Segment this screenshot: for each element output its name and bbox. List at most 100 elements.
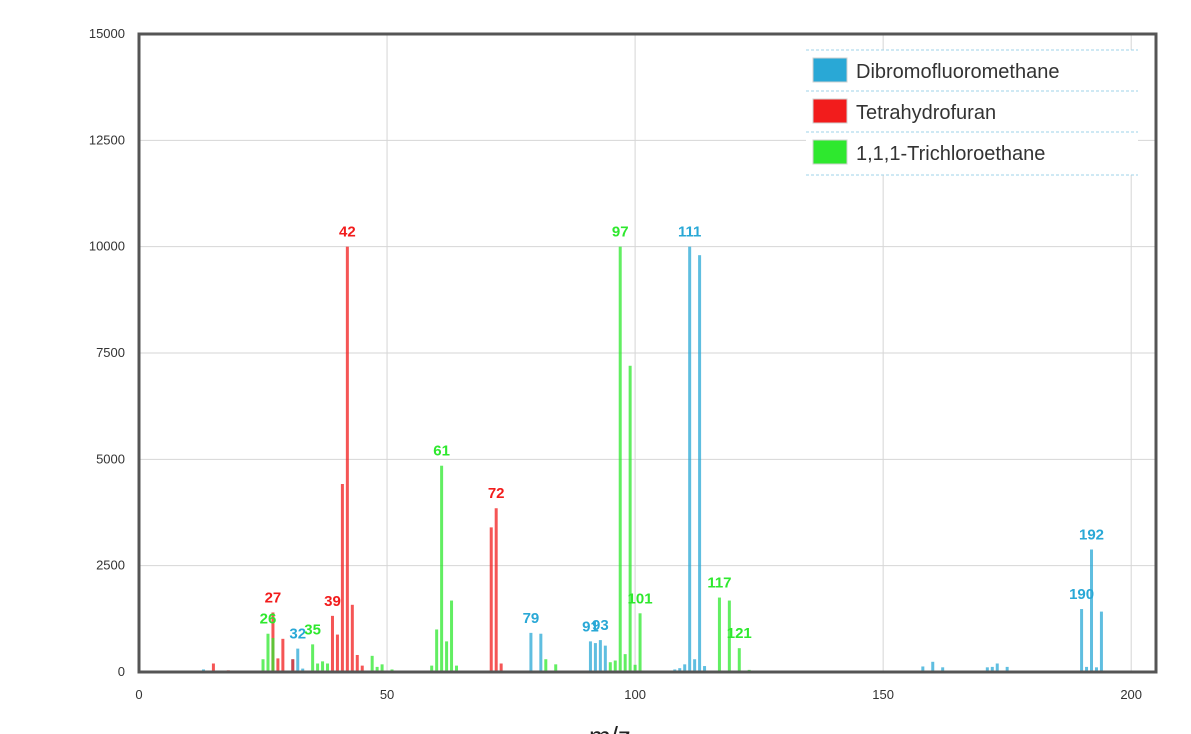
spectrum-bar	[544, 659, 548, 672]
spectrum-bar	[430, 665, 434, 672]
spectrum-bar	[727, 600, 731, 672]
spectrum-bar	[276, 658, 280, 672]
spectrum-bar	[1094, 667, 1098, 672]
spectrum-bar	[350, 604, 354, 672]
spectrum-bar	[1085, 666, 1089, 672]
peak-label: 111	[678, 224, 701, 241]
peak-label: 190	[1069, 586, 1094, 603]
spectrum-bar	[301, 668, 305, 672]
peak-label: 93	[592, 617, 609, 634]
spectrum-bar	[613, 660, 617, 672]
y-tick-label: 5000	[96, 451, 125, 466]
spectrum-bar	[311, 644, 315, 672]
spectrum-bar	[455, 665, 459, 672]
x-tick-label: 100	[624, 687, 646, 702]
spectrum-bar	[261, 659, 265, 672]
spectrum-bar	[1080, 609, 1084, 672]
peak-label: 97	[612, 224, 629, 241]
legend-swatch	[812, 139, 848, 165]
spectrum-bar	[638, 613, 642, 672]
spectrum-bar	[440, 465, 444, 672]
peak-label: 192	[1079, 527, 1104, 544]
peak-label: 61	[433, 443, 450, 460]
spectrum-bar	[499, 663, 503, 672]
y-tick-label: 7500	[96, 345, 125, 360]
spectrum-bar	[985, 667, 989, 672]
spectrum-bar	[995, 663, 999, 672]
spectrum-bar	[931, 661, 935, 672]
spectrum-bar	[593, 643, 597, 672]
spectrum-bar	[618, 246, 622, 672]
y-tick-label: 15000	[89, 26, 125, 41]
spectrum-bar	[554, 664, 558, 672]
y-tick-label: 10000	[89, 239, 125, 254]
x-axis-ticks: 0 50 100 150 200	[135, 687, 1142, 702]
peak-label: 101	[628, 590, 653, 607]
x-tick-label: 150	[872, 687, 894, 702]
spectrum-bar	[335, 634, 339, 672]
spectrum-bar	[296, 648, 300, 672]
legend-entry: Dibromofluoromethane	[856, 61, 1059, 83]
spectrum-bar	[941, 667, 945, 672]
peak-label: 121	[727, 625, 752, 642]
y-tick-label: 0	[118, 664, 125, 679]
x-axis-title: m/z	[589, 721, 631, 734]
spectrum-bar	[683, 664, 687, 672]
spectrum-bar	[628, 365, 632, 672]
spectrum-bar	[380, 664, 384, 672]
spectrum-bar	[693, 659, 697, 672]
spectrum-bar	[737, 648, 741, 672]
spectrum-bar	[316, 663, 320, 672]
y-tick-label: 2500	[96, 558, 125, 573]
spectrum-bar	[345, 246, 349, 672]
spectrum-bar	[921, 666, 925, 672]
spectrum-bar	[990, 666, 994, 672]
plot-frame	[137, 32, 1158, 674]
spectrum-bar	[291, 659, 295, 672]
peak-label: 117	[707, 575, 731, 592]
spectrum-bar	[539, 633, 543, 672]
spectrum-bar	[1090, 549, 1094, 672]
spectrum-bar	[355, 654, 359, 672]
spectrum-bar	[1005, 666, 1009, 672]
x-tick-label: 200	[1120, 687, 1142, 702]
spectrum-bar	[529, 632, 533, 672]
spectrum-bar	[633, 664, 637, 672]
spectrum-bar	[678, 668, 682, 672]
spectrum-bar	[450, 600, 454, 672]
spectrum-bar	[1099, 611, 1103, 672]
spectrum-bar	[281, 638, 285, 672]
spectrum-bar	[266, 633, 270, 672]
spectrum-bar	[321, 661, 325, 672]
legend-background	[806, 50, 1138, 175]
legend-swatch	[812, 57, 848, 83]
spectrum-bar	[598, 640, 602, 672]
legend-entry: 1,1,1-Trichloroethane	[856, 143, 1045, 165]
spectrum-bar	[326, 663, 330, 672]
spectrum-bar	[703, 666, 707, 672]
spectrum-bar	[494, 508, 498, 672]
peak-label: 39	[324, 593, 341, 610]
x-tick-label: 50	[380, 687, 394, 702]
spectrum-bar	[688, 246, 692, 672]
spectrum-bar	[375, 666, 379, 672]
peak-label: 79	[523, 610, 540, 627]
spectrum-bar	[445, 641, 449, 672]
spectrum-bar	[435, 629, 439, 672]
peak-label: 72	[488, 485, 505, 502]
spectrum-bar	[717, 597, 721, 672]
spectrum-bar	[489, 527, 493, 672]
x-tick-label: 0	[135, 687, 142, 702]
peak-label: 42	[339, 224, 356, 241]
peak-label: 35	[304, 621, 321, 638]
y-axis-ticks: 0 2500 5000 7500 10000 12500 15000	[89, 26, 125, 679]
spectrum-bars	[201, 246, 1103, 672]
spectrum-bar	[370, 655, 374, 672]
spectrum-bar	[698, 255, 702, 672]
legend-swatch	[812, 98, 848, 124]
spectrum-bar	[588, 641, 592, 672]
peak-label: 26	[260, 611, 277, 628]
peak-label: 27	[265, 589, 282, 606]
spectrum-bar	[330, 615, 334, 672]
